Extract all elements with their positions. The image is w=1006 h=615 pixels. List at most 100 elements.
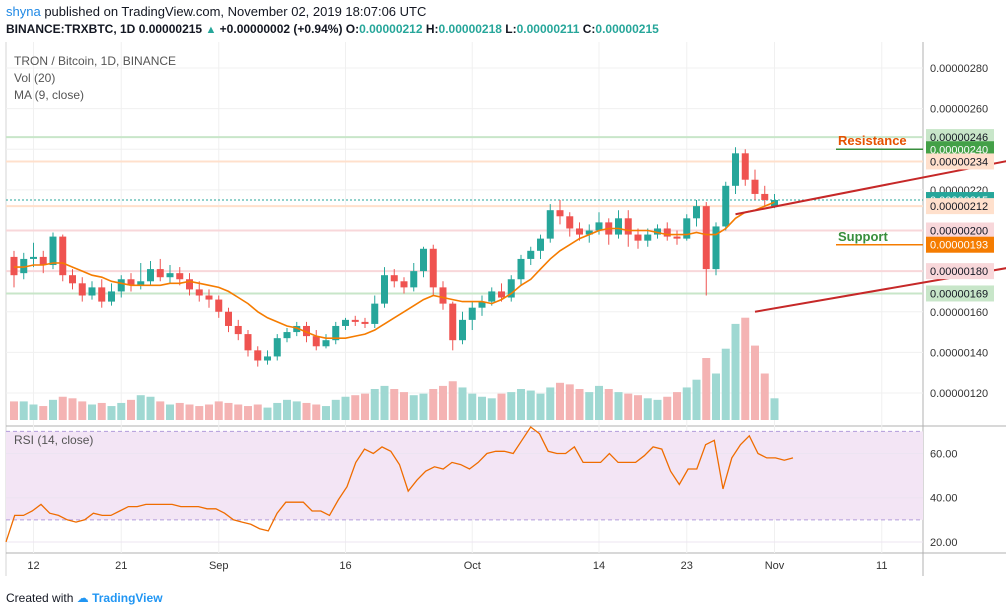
- candle-body: [556, 210, 564, 217]
- last-price: 0.00000215: [138, 22, 203, 36]
- volume-bar: [78, 401, 87, 420]
- candle: [498, 283, 505, 302]
- candle-body: [683, 218, 691, 239]
- price-level-tag-bg: [926, 153, 994, 170]
- time-tick-label: 21: [115, 560, 127, 572]
- price-level-tag-bg: [926, 285, 994, 302]
- volume-bar: [263, 407, 272, 420]
- candle: [761, 185, 769, 207]
- candle-body: [205, 295, 213, 300]
- candle-body: [137, 281, 145, 286]
- resistance-trendline: [735, 160, 1006, 216]
- publish-line: shyna published on TradingView.com, Nove…: [6, 4, 426, 19]
- candle: [264, 350, 271, 365]
- candle: [78, 277, 86, 302]
- candle-body: [195, 289, 203, 296]
- candle-body: [732, 153, 739, 186]
- ma-legend: MA (9, close): [14, 88, 85, 102]
- rsi-tick-label: 40.00: [930, 493, 958, 505]
- candle: [244, 330, 252, 357]
- volume-bar: [253, 404, 262, 420]
- candle: [234, 319, 242, 341]
- symbol-label: BINANCE:TRXBTC, 1D: [6, 22, 136, 36]
- candle-body: [98, 287, 106, 302]
- tradingview-logo-icon[interactable]: ☁: [76, 591, 89, 605]
- candle: [527, 246, 535, 266]
- volume-bar: [19, 401, 28, 420]
- candle-body: [468, 307, 476, 320]
- candle-body: [244, 334, 252, 351]
- volume-bar: [419, 393, 428, 420]
- candle: [342, 317, 349, 331]
- candle-body: [761, 193, 769, 201]
- candle-body: [673, 236, 681, 239]
- candle: [59, 234, 67, 282]
- candle-body: [30, 256, 37, 259]
- volume-bar: [682, 387, 691, 420]
- candle-body: [546, 210, 554, 239]
- price-level-tag-bg: [926, 263, 994, 280]
- volume-bar: [751, 345, 759, 420]
- candle-body: [439, 287, 447, 304]
- candle: [605, 218, 613, 245]
- candle-body: [69, 275, 76, 284]
- candle: [400, 277, 408, 294]
- volume-bar: [556, 382, 564, 420]
- candle: [176, 267, 184, 286]
- ohlc-line: BINANCE:TRXBTC, 1D 0.00000215 ▲ +0.00000…: [6, 22, 659, 36]
- time-tick-label: 12: [27, 560, 39, 572]
- price-tick-label: 0.00000140: [930, 347, 988, 359]
- volume-bar: [458, 387, 467, 420]
- time-tick-label: 11: [876, 560, 887, 572]
- candle-body: [108, 291, 115, 302]
- volume-bar: [107, 406, 116, 420]
- candle-body: [634, 234, 642, 241]
- price-level-tag-text: 0.00000200: [930, 226, 988, 238]
- volume-bar: [517, 389, 525, 420]
- candle-body: [176, 273, 184, 280]
- volume-bars: [10, 317, 779, 420]
- volume-bar: [731, 323, 740, 420]
- price-level-tag-bg: [926, 141, 994, 158]
- price-level-tag-bg: [926, 198, 994, 215]
- candle: [644, 228, 652, 247]
- resistance-label: Resistance: [838, 133, 907, 148]
- price-level-tag: 0.00000169: [926, 285, 994, 302]
- volume-bar: [283, 399, 291, 420]
- candle: [156, 258, 164, 282]
- volume-bar: [341, 396, 350, 420]
- author-name[interactable]: shyna: [6, 4, 41, 19]
- candle: [273, 334, 281, 361]
- candle: [654, 224, 661, 239]
- candle-body: [127, 279, 135, 286]
- low-value: 0.00000211: [516, 22, 580, 36]
- price-level-tag-bg: [926, 222, 994, 239]
- candle: [351, 315, 359, 326]
- candle: [439, 281, 447, 310]
- candle-body: [722, 185, 730, 227]
- candle-body: [371, 303, 379, 324]
- candle: [410, 263, 418, 292]
- price-labels: 0.000002460.000002400.000002340.00000215…: [926, 129, 994, 302]
- candle: [468, 301, 476, 331]
- time-tick-label: Oct: [464, 560, 481, 572]
- price-levels: [6, 136, 923, 295]
- open-label: O:: [345, 22, 360, 36]
- candle: [254, 346, 262, 367]
- high-label: H:: [425, 22, 439, 36]
- candle: [751, 169, 759, 201]
- candle-body: [332, 325, 340, 341]
- volume-bar: [575, 389, 584, 420]
- candle-body: [166, 273, 174, 278]
- volume-bar: [146, 396, 155, 420]
- volume-bar: [185, 404, 194, 420]
- candle-body: [615, 218, 622, 235]
- candle-body: [771, 200, 778, 207]
- candle: [88, 281, 96, 300]
- candle: [332, 321, 340, 345]
- tradingview-brand[interactable]: TradingView: [92, 591, 163, 605]
- price-tick-label: 0.00000120: [930, 388, 988, 400]
- candle: [683, 214, 691, 241]
- volume-bar: [214, 401, 223, 420]
